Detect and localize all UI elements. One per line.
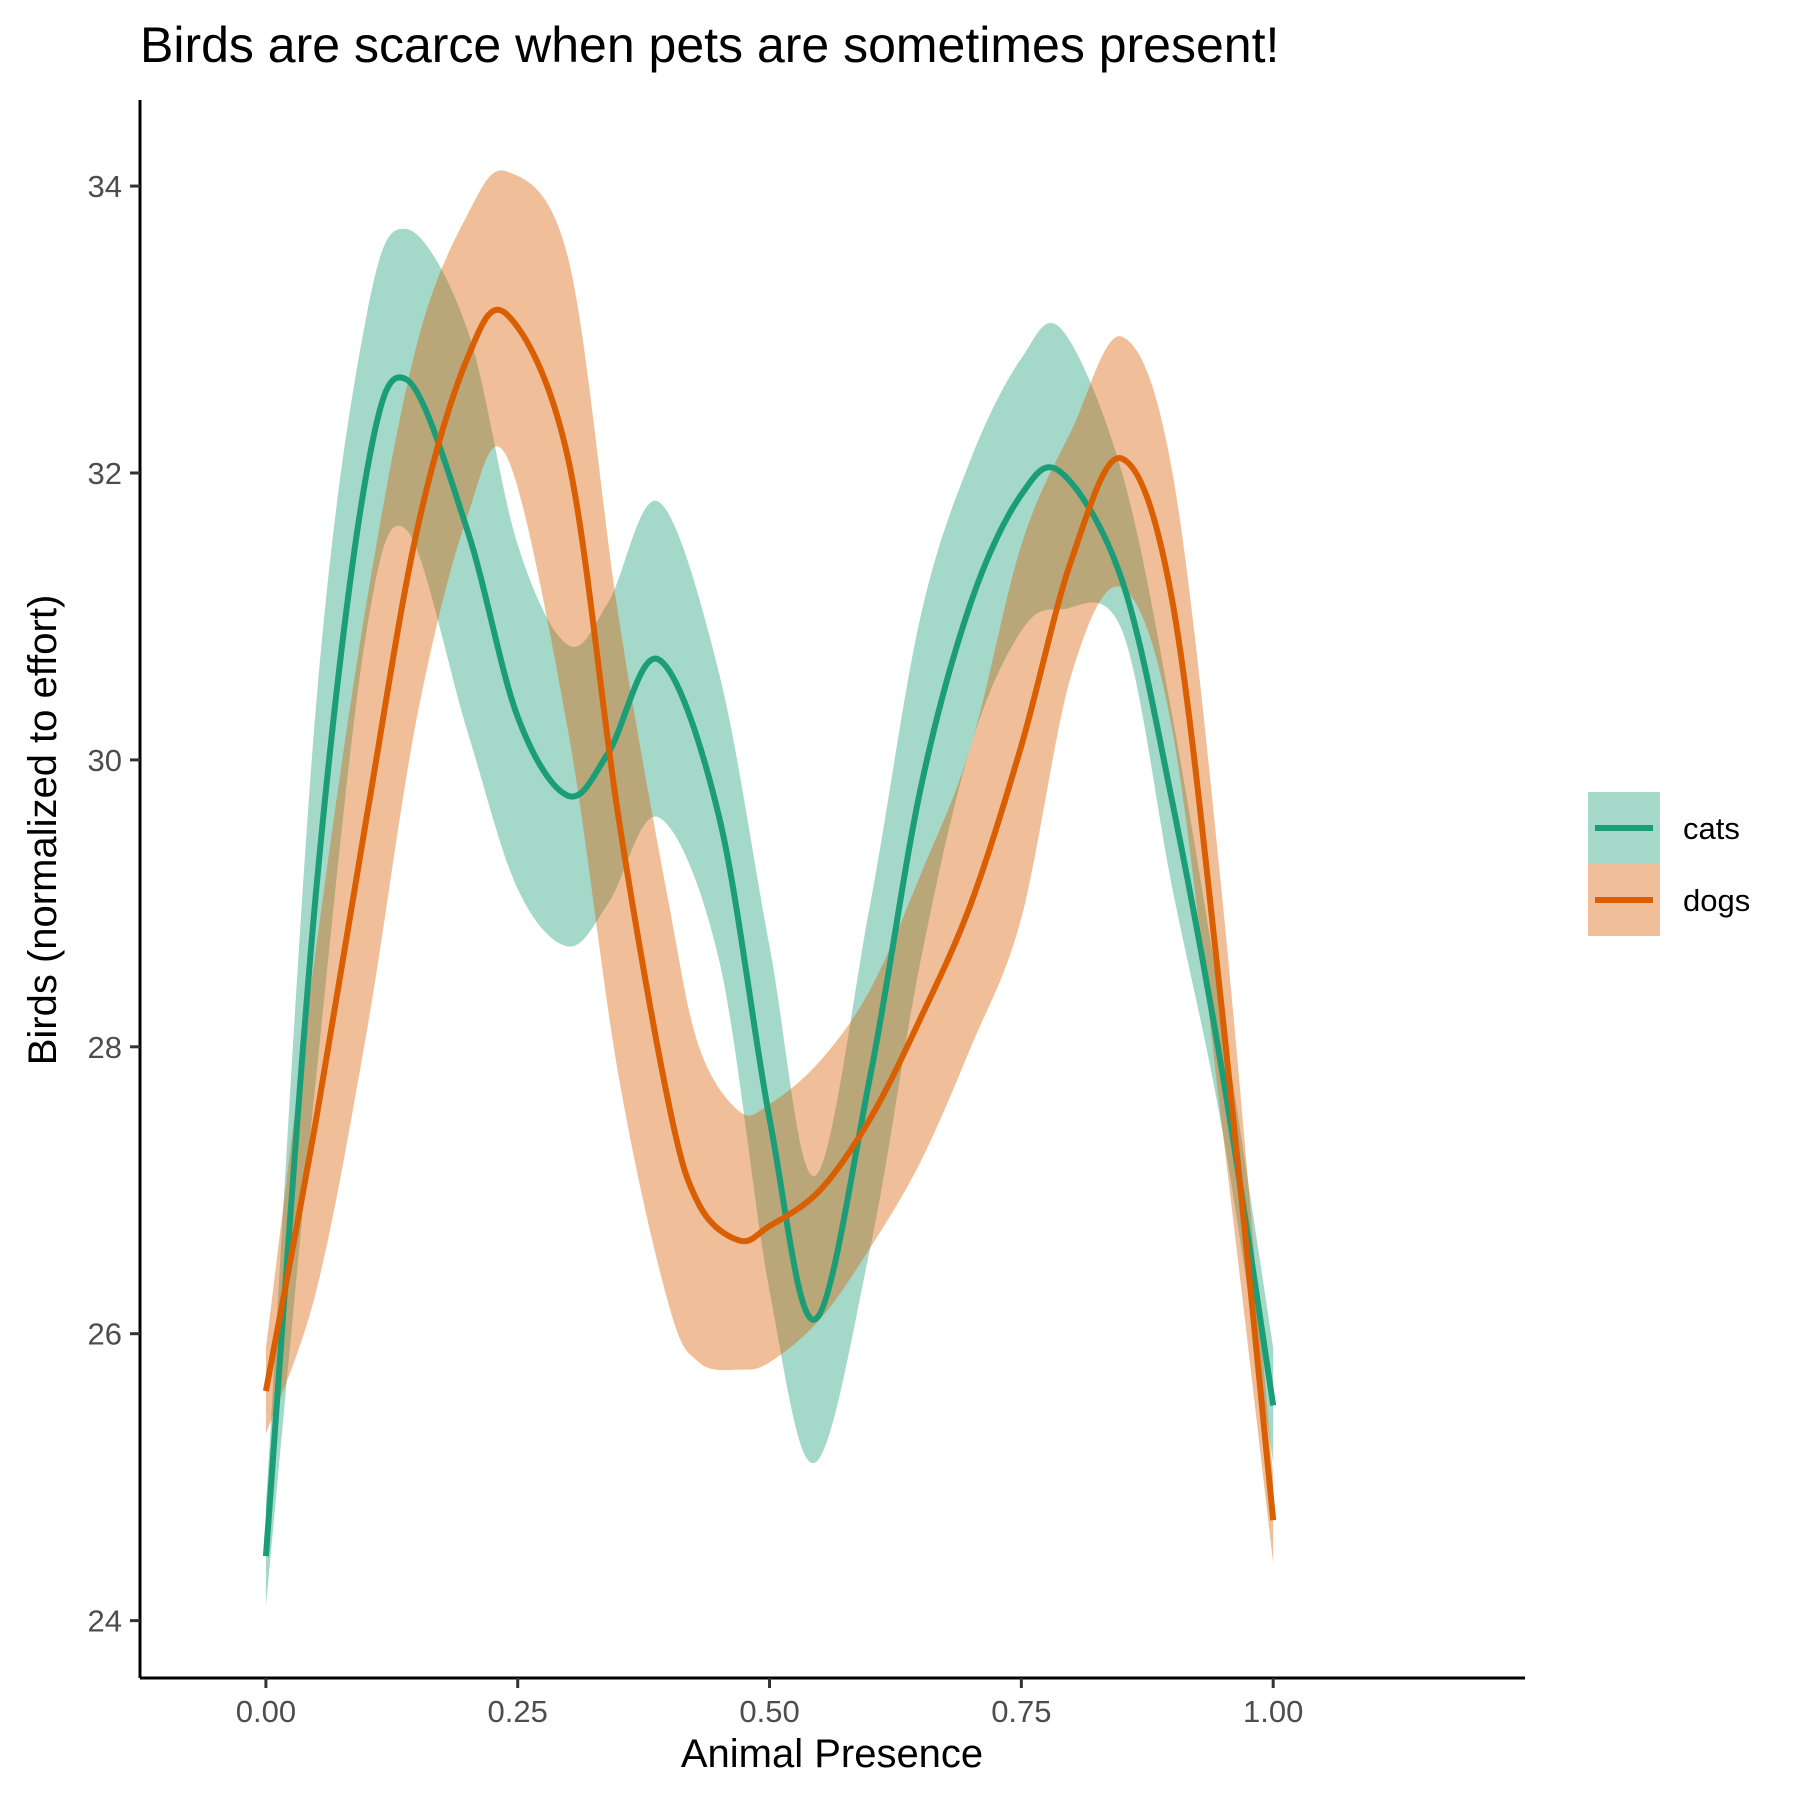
x-tick-label: 0.50 <box>739 1694 799 1729</box>
x-tick-label: 0.25 <box>488 1694 548 1729</box>
x-axis-ticks: 0.00 0.25 0.50 0.75 1.00 <box>236 1678 1303 1729</box>
line-dogs <box>262 306 1277 1521</box>
confidence-bands <box>265 170 1274 1607</box>
legend: cats dogs <box>1588 792 1750 936</box>
x-axis-title: Animal Presence <box>681 1732 983 1776</box>
y-tick-label: 32 <box>88 456 122 491</box>
series-lines <box>262 306 1277 1557</box>
legend-label: dogs <box>1683 883 1750 918</box>
y-tick-label: 24 <box>88 1604 122 1639</box>
x-tick-label: 1.00 <box>1243 1694 1303 1729</box>
x-tick-label: 0.00 <box>236 1694 296 1729</box>
plot-area <box>262 170 1277 1607</box>
legend-item-dogs: dogs <box>1588 864 1750 936</box>
legend-item-cats: cats <box>1588 792 1740 864</box>
y-tick-label: 34 <box>88 169 122 204</box>
legend-label: cats <box>1683 811 1740 846</box>
band-cats <box>265 228 1274 1607</box>
y-tick-label: 30 <box>88 743 122 778</box>
y-axis-ticks: 24 26 28 30 32 34 <box>88 169 140 1639</box>
chart-title: Birds are scarce when pets are sometimes… <box>140 17 1279 73</box>
line-cats <box>262 374 1277 1557</box>
band-dogs <box>265 170 1274 1564</box>
y-tick-label: 26 <box>88 1317 122 1352</box>
y-axis-title: Birds (normalized to effort) <box>21 595 65 1066</box>
x-tick-label: 0.75 <box>991 1694 1051 1729</box>
y-tick-label: 28 <box>88 1030 122 1065</box>
